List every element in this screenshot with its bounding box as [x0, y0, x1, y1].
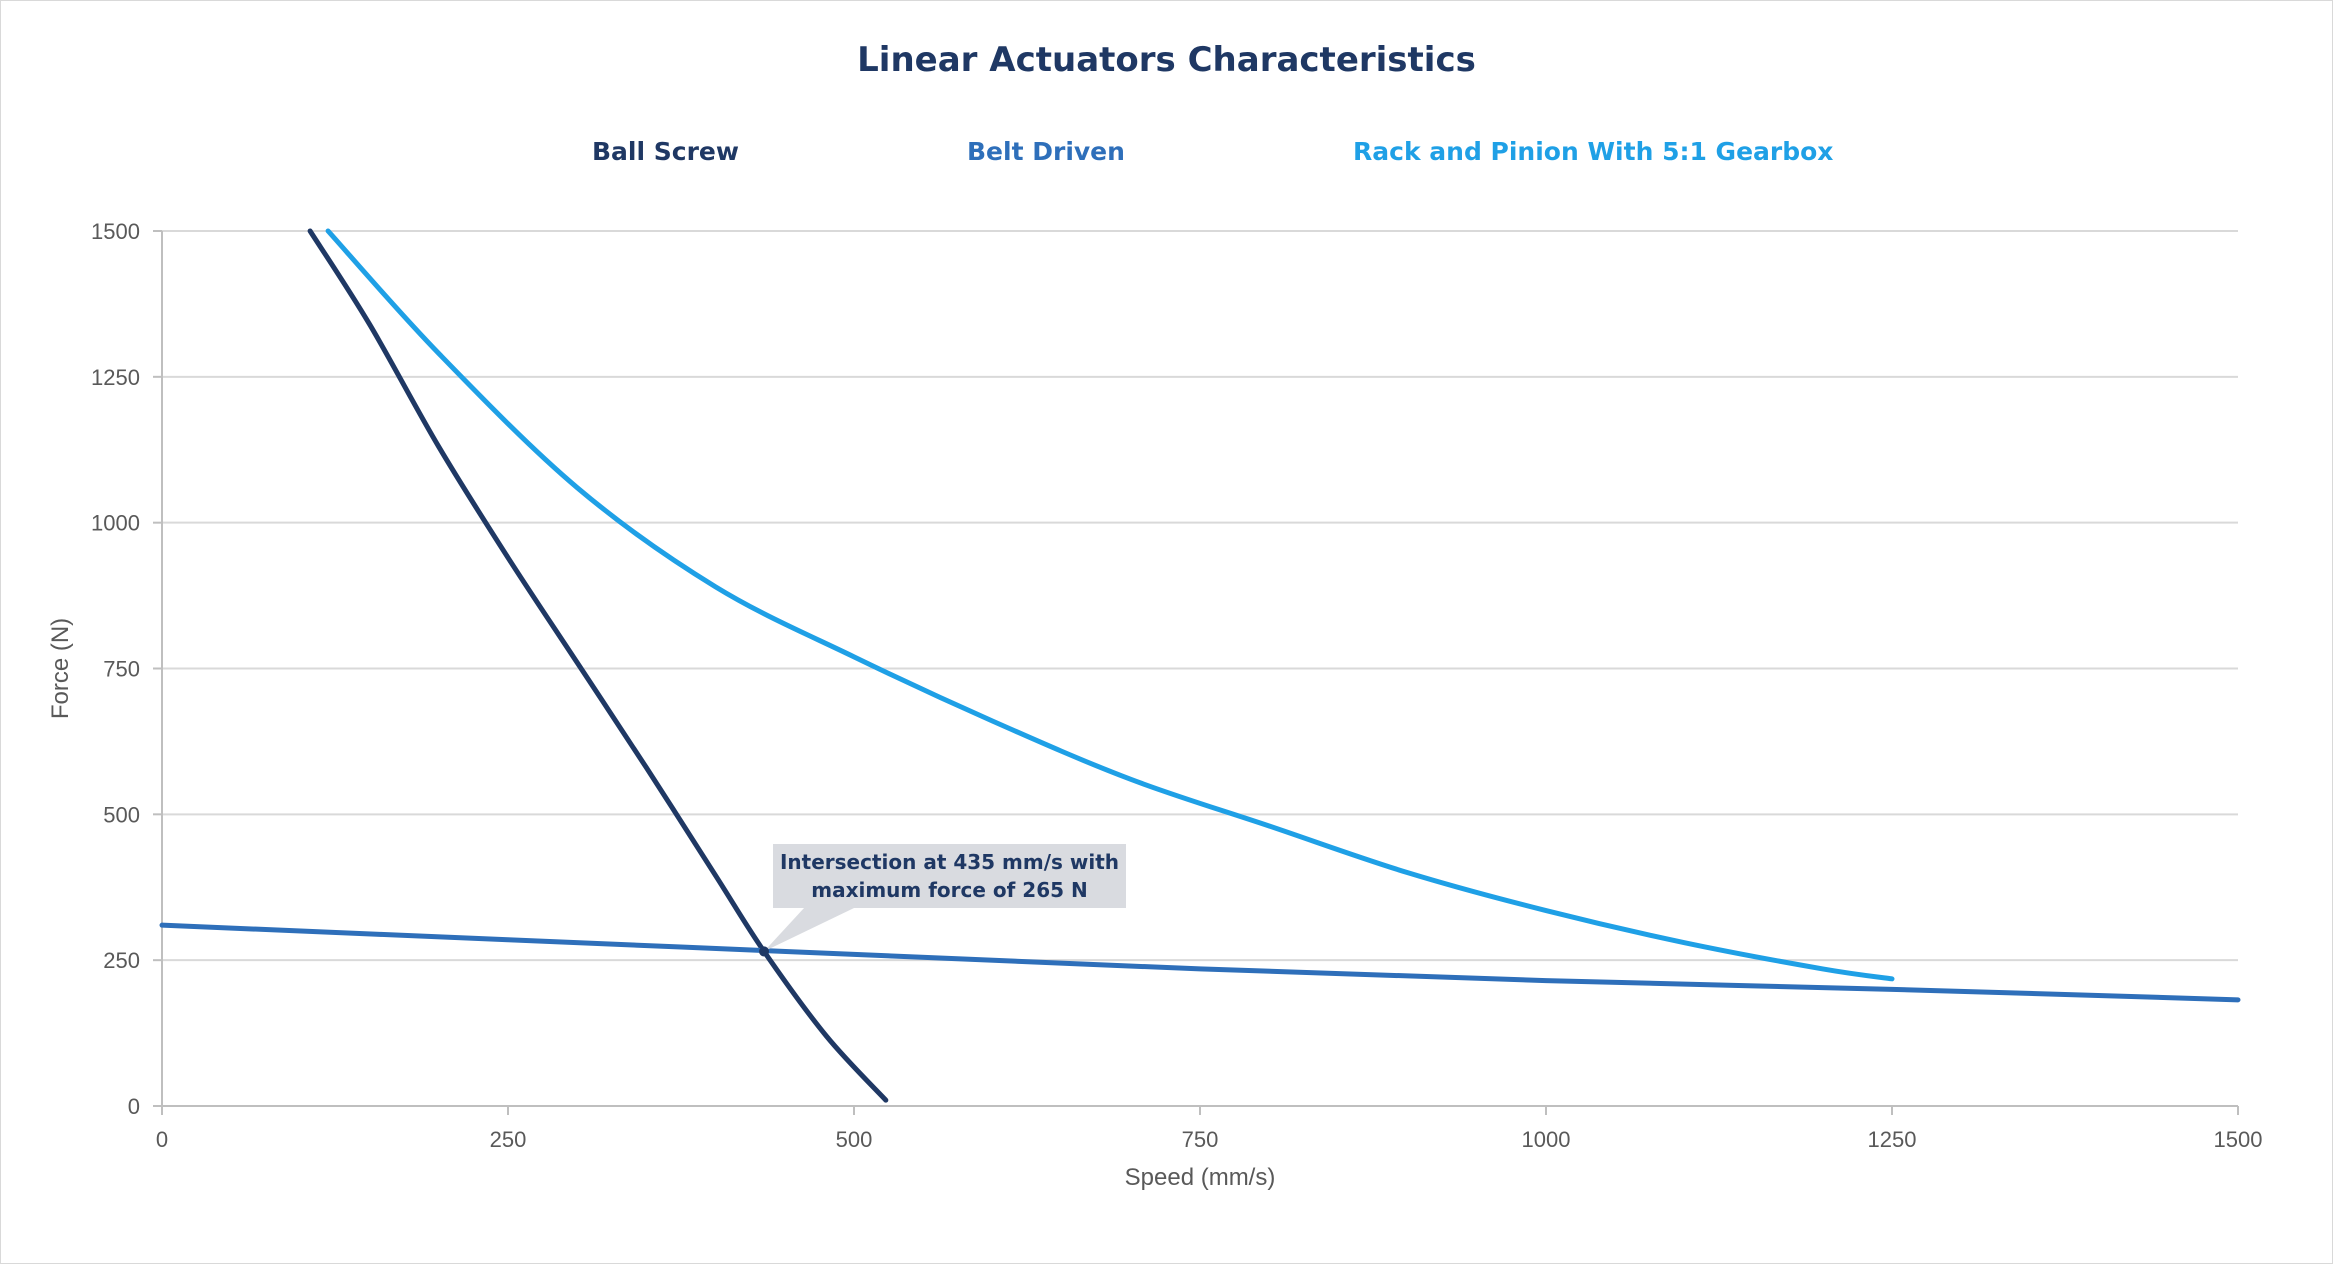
y-tick-label: 750 [103, 657, 140, 682]
callout-line-2: maximum force of 265 N [811, 878, 1088, 902]
y-tick-label: 1500 [91, 219, 140, 244]
chart-title: Linear Actuators Characteristics [857, 40, 1476, 80]
y-tick-label: 250 [103, 948, 140, 973]
legend-belt-driven: Belt Driven [967, 137, 1125, 166]
intersection-point [759, 946, 770, 957]
series-rack-and-pinion [325, 228, 1895, 982]
x-tick-label: 0 [156, 1127, 168, 1152]
y-tick-label: 1250 [91, 365, 140, 390]
x-axis-title: Speed (mm/s) [1125, 1164, 1276, 1191]
callout-line-1: Intersection at 435 mm/s with [779, 850, 1120, 874]
callout-pointer [764, 908, 855, 952]
legend-rack-and-pinion: Rack and Pinion With 5:1 Gearbox [1353, 137, 1834, 166]
y-tick-label: 1000 [91, 511, 140, 536]
intersection-callout: Intersection at 435 mm/s with maximum fo… [773, 844, 1126, 908]
x-tick-label: 1000 [1522, 1127, 1571, 1152]
x-tick-label: 1500 [2214, 1127, 2263, 1152]
x-tick-label: 750 [1182, 1127, 1219, 1152]
x-tick-label: 250 [490, 1127, 527, 1152]
series-ball-screw [307, 228, 889, 1103]
series-belt-driven [159, 922, 2241, 1003]
legend-ball-screw: Ball Screw [592, 137, 739, 166]
y-tick-label: 0 [128, 1094, 140, 1119]
x-tick-label: 500 [836, 1127, 873, 1152]
x-tick-label: 1250 [1868, 1127, 1917, 1152]
y-axis-title: Force (N) [47, 618, 74, 719]
y-tick-label: 500 [103, 802, 140, 827]
